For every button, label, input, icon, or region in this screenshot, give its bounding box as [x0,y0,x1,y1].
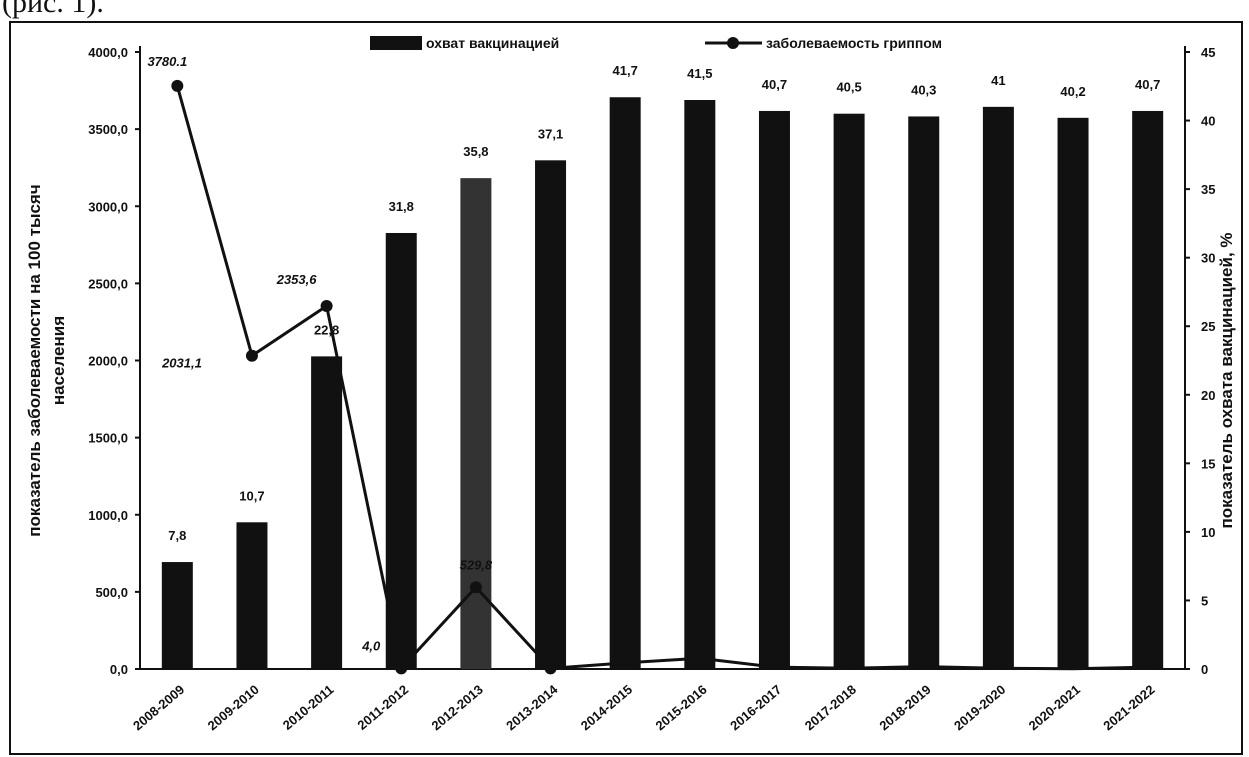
line-value-label: 2353,6 [276,272,318,287]
line-value-label: 4,0 [361,638,381,653]
right-axis-title: показатель охвата вакцинацией, % [1217,232,1236,528]
bar-value-label: 10,7 [239,488,264,503]
bar-series [161,97,1164,670]
left-axis-title-line-2: населения [49,316,68,405]
bar-value-label: 40,3 [911,82,936,97]
bar-value-label: 37,1 [538,126,563,141]
left-tick-label: 1500,0 [88,431,128,446]
bar [535,160,567,669]
left-tick-label: 1000,0 [88,508,128,523]
left-tick-label: 4000,0 [88,45,128,60]
right-tick-label: 45 [1201,45,1215,60]
bar [609,97,641,670]
line-point [320,299,333,312]
legend-line-marker [727,37,739,49]
bar [385,232,417,669]
line-value-label: 529,8 [460,557,493,572]
bar [833,113,865,669]
bar-value-label: 41,7 [613,63,638,78]
line-value-label: 2031,1 [161,356,202,371]
legend-bar-swatch [370,36,422,50]
bar [908,116,940,670]
bar-value-label: 40,7 [762,77,787,92]
line-value-labels: 3780.1 2031,1 2353,6 4,0 529,8 [147,54,492,653]
right-tick-label: 40 [1201,114,1215,129]
right-tick-label: 20 [1201,388,1215,403]
line-point [245,349,258,362]
bar [684,99,716,669]
right-tick-label: 5 [1201,593,1208,608]
bar-value-label: 41,5 [687,66,712,81]
line-series [171,79,1148,675]
left-tick-label: 500,0 [95,585,128,600]
left-tick-label: 0,0 [110,662,128,677]
bar-value-label: 41 [991,73,1005,88]
line-value-label: 3780.1 [147,54,187,69]
caption-fragment: (рис. 1). [2,0,104,19]
left-axis-title: показатель заболеваемости на 100 тысяч на… [25,184,68,536]
bar-value-label: 31,8 [389,199,414,214]
bar-value-label: 40,5 [836,80,861,95]
bar-value-labels: 7,8 10,7 22,8 31,8 35,8 37,1 41,7 41,5 40,7 40,5 4… [168,63,1160,543]
left-tick-label: 2500,0 [88,276,128,291]
right-tick-label: 30 [1201,251,1215,266]
right-axis: 0 5 10 15 20 25 30 35 40 45 [1184,45,1215,677]
right-tick-label: 10 [1201,525,1215,540]
right-tick-label: 15 [1201,456,1215,471]
bar [758,110,790,670]
bar [161,562,193,669]
legend-bar-label: охват вакцинацией [426,35,559,51]
bar-value-label: 22,8 [314,322,339,337]
left-axis-title-line-1: показатель заболеваемости на 100 тысяч [25,184,44,536]
bar-value-label: 35,8 [463,144,488,159]
bar [460,178,492,670]
legend: охват вакцинацией заболеваемость гриппом [370,35,942,51]
bar [236,522,268,669]
bar-value-label: 7,8 [168,528,186,543]
line-point [544,662,557,675]
left-tick-label: 3000,0 [88,199,128,214]
bar [1057,117,1089,669]
left-tick-label: 3500,0 [88,122,128,137]
line-point [469,581,482,594]
line-path [175,85,1148,671]
bar-value-label: 40,2 [1060,84,1085,99]
line-point [395,662,408,675]
right-tick-label: 25 [1201,319,1215,334]
bar [311,356,343,669]
bar [1132,110,1164,670]
right-tick-label: 0 [1201,662,1208,677]
line-point [171,79,184,92]
right-tick-label: 35 [1201,182,1215,197]
bar [982,106,1014,670]
bar-value-label: 40,7 [1135,77,1160,92]
legend-line-label: заболеваемость гриппом [766,35,942,51]
left-tick-label: 2000,0 [88,354,128,369]
left-axis: 0,0 500,0 1000,0 1500,0 2000,0 2500,0 3000,0 35… [88,45,1185,677]
